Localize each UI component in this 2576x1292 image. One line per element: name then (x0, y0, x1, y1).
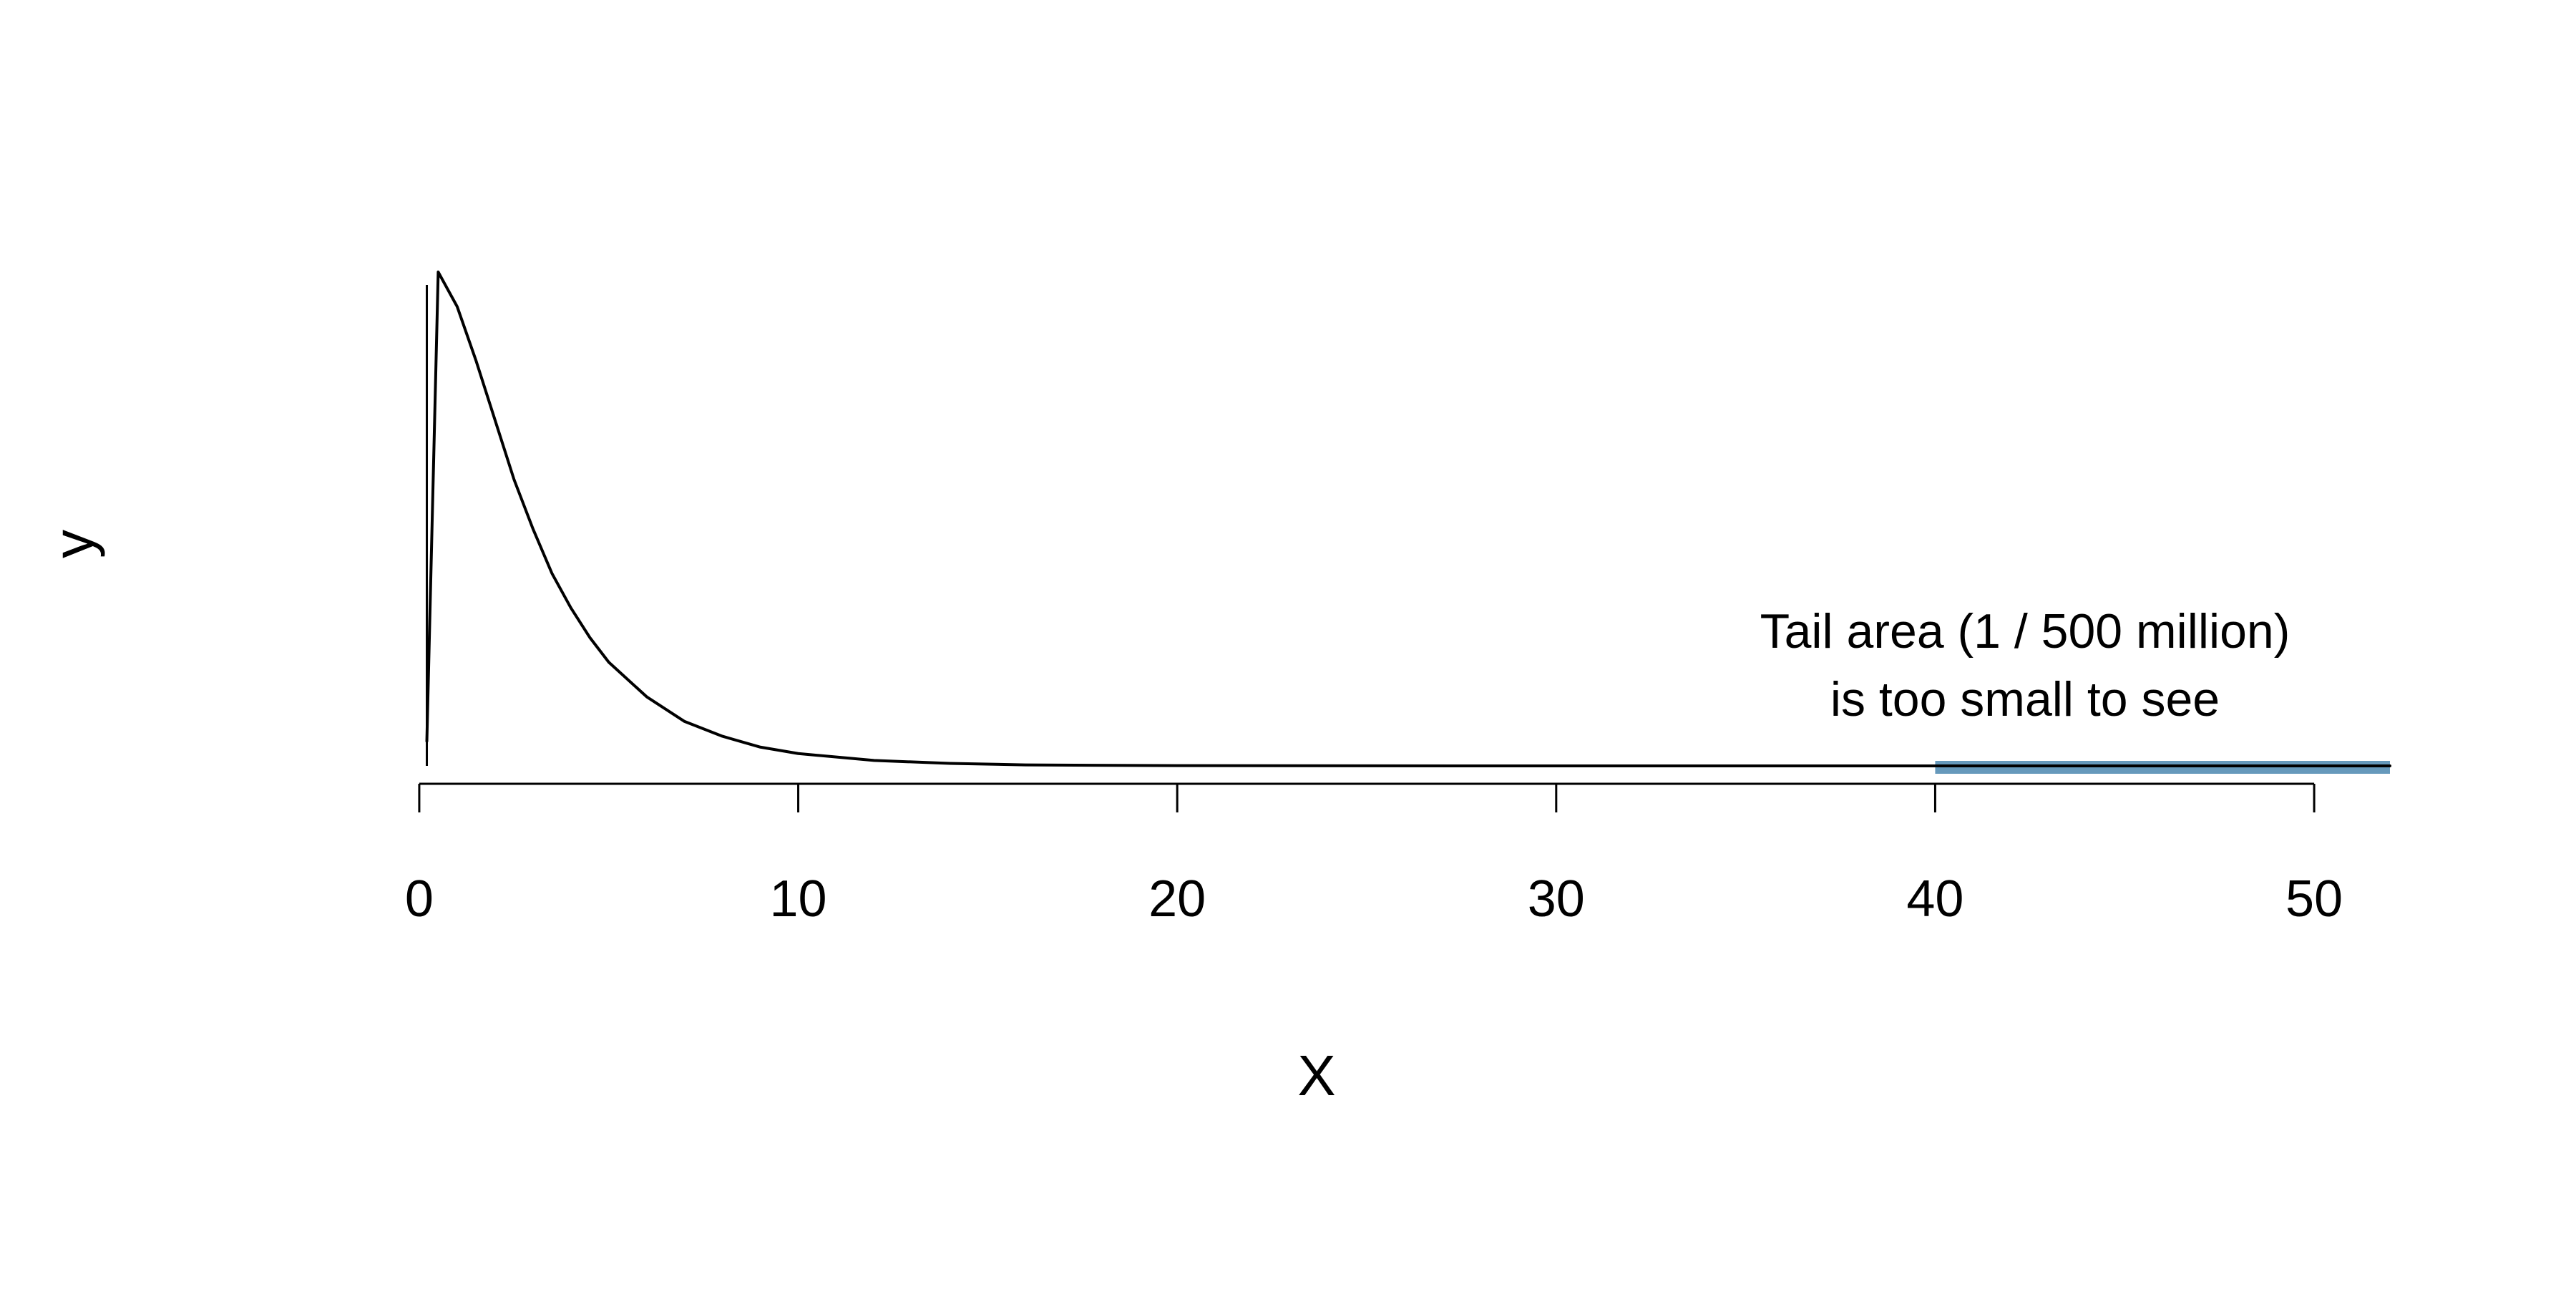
annotation-line-1: Tail area (1 / 500 million) (1760, 604, 2290, 659)
x-tick-label: 40 (1906, 870, 1963, 928)
x-tick-label: 20 (1148, 870, 1206, 928)
x-tick-label: 50 (2285, 870, 2343, 928)
x-tick-label: 0 (405, 870, 434, 928)
decay-curve-chart: 0 10 20 30 40 50 Xy Tail area (1 / 500 million)… (0, 0, 2576, 1288)
y-axis-label: y (42, 530, 105, 558)
x-tick-label: 10 (770, 870, 827, 928)
x-axis-label: X (1297, 1044, 1335, 1107)
x-tick-label: 30 (1528, 870, 1585, 928)
chart-container: 0 10 20 30 40 50 Xy Tail area (1 / 500 million)… (0, 0, 2576, 1288)
annotation-line-2: is too small to see (1830, 672, 2220, 727)
